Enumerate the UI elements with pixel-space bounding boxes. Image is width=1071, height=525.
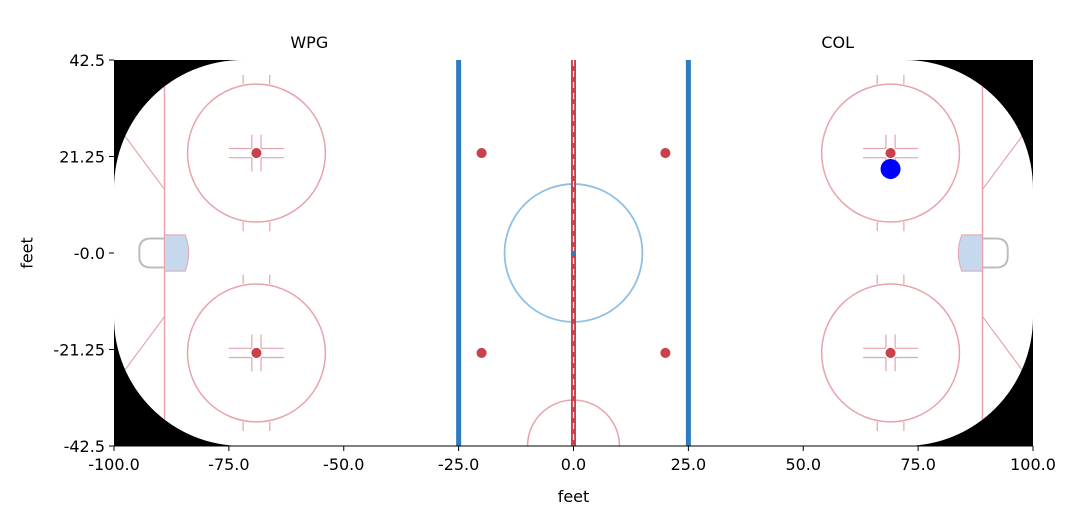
x-tick-label: 75.0 (900, 455, 936, 474)
neutral-zone-dot (476, 148, 487, 159)
plot-area (114, 60, 1033, 447)
y-axis-label: feet (18, 237, 37, 269)
goal-crease (957, 234, 983, 272)
team-label-right: COL (821, 33, 854, 52)
neutral-zone-dot (476, 347, 487, 358)
center-dot (571, 250, 576, 256)
faceoff-circle (186, 83, 327, 223)
x-tick-label: -50.0 (323, 455, 364, 474)
x-axis-ticks: -100.0 -75.0 -50.0 -25.0 0.0 25.0 50.0 75.0 100.… (88, 446, 1056, 474)
rink-markings (114, 60, 1033, 446)
team-label-left: WPG (290, 33, 328, 52)
y-tick-label: 21.25 (59, 148, 105, 167)
goal-crease (164, 234, 190, 272)
x-tick-label: 100.0 (1010, 455, 1056, 474)
faceoff-circle (820, 283, 961, 423)
x-tick-label: -100.0 (88, 455, 140, 474)
x-tick-label: 25.0 (671, 455, 707, 474)
x-tick-label: 50.0 (785, 455, 821, 474)
faceoff-circle (820, 83, 961, 223)
y-tick-label: 42.5 (69, 51, 105, 70)
shot-point (880, 158, 901, 179)
x-tick-label: -25.0 (438, 455, 479, 474)
goal-net (982, 237, 1009, 269)
faceoff-dot (885, 347, 896, 358)
y-tick-label: -42.5 (64, 437, 105, 456)
faceoff-dot (251, 347, 262, 358)
faceoff-dot (251, 148, 262, 159)
y-tick-label: -0.0 (74, 244, 105, 263)
faceoff-circle (186, 283, 327, 423)
x-axis-label: feet (558, 487, 590, 506)
x-tick-label: -75.0 (208, 455, 249, 474)
faceoff-dot (885, 148, 896, 159)
goal-net (138, 237, 165, 269)
y-axis-ticks: 42.5 21.25 -0.0 -21.25 -42.5 (53, 51, 114, 456)
y-tick-label: -21.25 (53, 341, 105, 360)
neutral-zone-dot (660, 347, 671, 358)
x-tick-label: 0.0 (561, 455, 586, 474)
shot-points (880, 158, 901, 179)
neutral-zone-dot (660, 148, 671, 159)
